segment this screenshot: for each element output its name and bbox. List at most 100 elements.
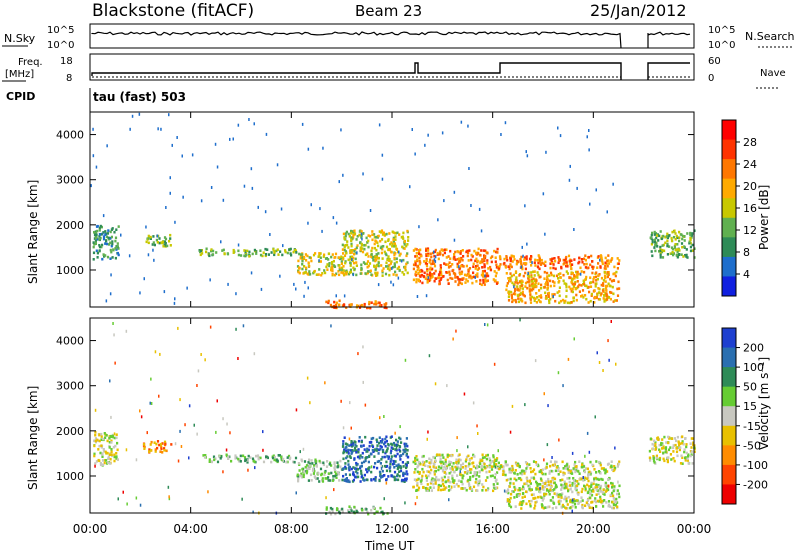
echo-cell [445,465,449,468]
echo-cell [599,484,603,488]
echo-cell [261,254,264,258]
echo-cell [374,236,378,239]
echo-cell [530,271,533,274]
noise-cell [174,220,176,224]
echo-cell [94,232,97,235]
echo-cell [606,298,609,301]
echo-cell [653,230,656,234]
echo-cell [516,285,519,288]
echo-cell [538,295,541,298]
echo-cell [548,299,551,302]
echo-cell [305,268,308,271]
echo-cell [473,249,476,253]
echo-cell [495,250,498,254]
echo-cell [602,488,605,491]
echo-region [497,460,621,477]
echo-cell [475,280,478,283]
echo-cell [344,261,347,265]
echo-cell [528,485,531,489]
echo-cell [505,463,508,467]
noise-cell [404,501,406,505]
echo-cell [417,486,421,490]
echo-cell [662,451,665,455]
echo-cell [99,224,102,228]
colorbar-segment [722,159,736,180]
echo-cell [514,505,517,508]
echo-cell [661,447,664,450]
noise-cell [542,192,545,196]
echo-cell [98,235,101,238]
echo-cell [393,242,396,245]
echo-cell [673,459,676,463]
echo-cell [533,274,536,277]
echo-cell [587,255,590,259]
echo-cell [355,451,358,454]
echo-cell [569,470,572,473]
echo-cell [515,493,518,497]
echo-cell [464,487,467,490]
echo-cell [572,500,575,503]
echo-cell [347,452,350,455]
echo-cell [476,466,479,470]
echo-cell [547,295,550,299]
echo-cell [668,234,671,237]
echo-cell [443,465,446,469]
echo-cell [594,497,597,500]
echo-cell [153,441,156,444]
noise-cell [122,490,124,494]
echo-cell [325,506,328,509]
noise-cell [237,357,239,360]
echo-cell [565,507,568,510]
noise-cell [110,415,112,419]
echo-cell [534,504,537,507]
noise-cell [269,233,271,236]
echo-cell [401,235,404,239]
echo-cell [360,242,363,246]
echo-cell [481,260,484,264]
echo-cell [461,476,464,480]
echo-cell [425,259,428,263]
echo-cell [661,248,664,252]
echo-cell [424,277,427,280]
echo-cell [346,243,349,247]
echo-cell [528,463,531,466]
echo-cell [338,479,341,482]
echo-cell [104,254,107,257]
echo-cell [300,472,303,476]
noise-cell [398,250,400,254]
echo-cell [554,460,557,464]
echo-cell [350,238,353,241]
echo-cell [398,470,401,473]
echo-cell [384,437,387,441]
echo-cell [456,258,459,261]
echo-cell [473,455,476,458]
echo-cell [481,453,484,457]
echo-cell [603,300,606,303]
echo-cell [606,463,610,466]
echo-cell [369,234,372,238]
noise-cell [476,424,478,428]
echo-cell [425,247,428,251]
echo-cell [429,273,432,277]
echo-cell [534,264,537,267]
echo-cell [367,448,370,452]
echo-cell [420,482,423,485]
echo-cell [341,271,344,275]
echo-cell [535,480,538,484]
echo-cell [428,461,431,464]
echo-cell [350,229,353,233]
echo-cell [272,248,275,251]
echo-cell [417,279,420,283]
echo-cell [373,235,376,239]
echo-cell [561,492,564,495]
echo-cell [508,290,511,294]
echo-cell [257,457,260,461]
echo-cell [597,478,601,481]
echo-cell [355,273,358,277]
x-tick-label: 00:00 [73,522,108,536]
echo-cell [427,249,430,252]
noise-cell [293,282,295,286]
echo-cell [674,243,677,246]
noise-cell [280,207,283,211]
echo-cell [510,296,514,300]
